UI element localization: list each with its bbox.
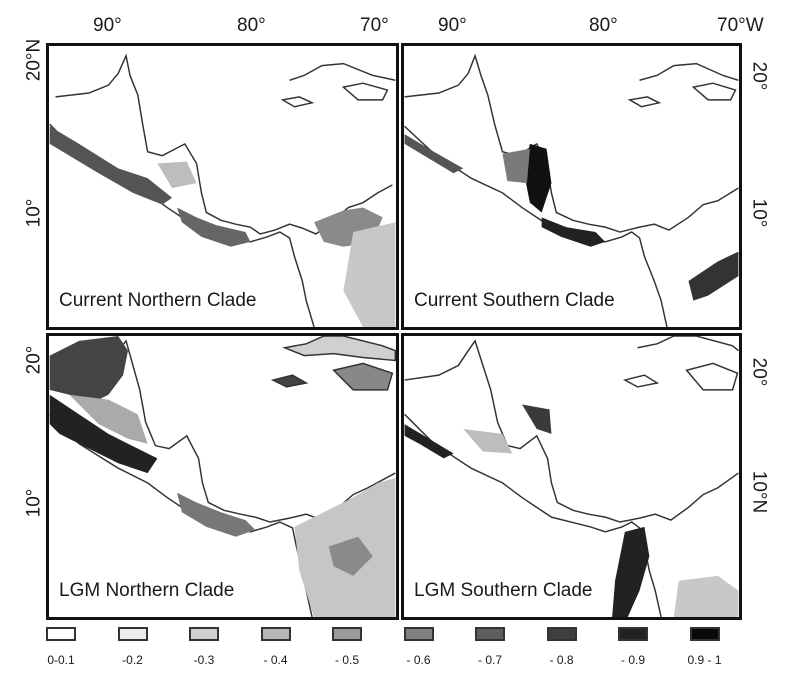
suitability-colombia-coast: [612, 526, 650, 617]
suitability-colombia-interior: [343, 222, 396, 327]
lon-label-70-left: 70°: [360, 15, 389, 36]
legend-swatch: [475, 627, 505, 641]
suitability-pacific-strip: [404, 424, 454, 459]
legend-swatch: [546, 627, 577, 641]
island-jamaica: [627, 96, 662, 108]
island-hispaniola: [341, 82, 389, 101]
suitability-guatemala: [502, 148, 530, 184]
legend-swatch: [46, 627, 76, 641]
island-jamaica: [280, 96, 315, 108]
lat-label-20-top-right: 20°: [748, 61, 770, 91]
panel-title: Current Southern Clade: [411, 290, 618, 313]
legend-swatch: [189, 627, 219, 641]
coastline: [404, 339, 739, 523]
suitability-highlands: [463, 429, 513, 454]
coastline: [55, 53, 393, 235]
legend-label: - 0.8: [549, 653, 574, 667]
legend: 0-0.1 -0.2 -0.3 - 0.4 - 0.5 - 0.6 - 0.7 - 0.8 - …: [0, 625, 785, 680]
island-hispaniola: [691, 82, 737, 101]
legend-swatch: [332, 627, 362, 641]
lat-label-20n-top-left: 20°N: [23, 38, 45, 82]
legend-label: 0.9 - 1: [687, 653, 722, 667]
legend-label: - 0.7: [477, 653, 502, 667]
suitability-honduras-highlands: [524, 143, 552, 213]
island-cuba: [639, 62, 739, 81]
island-cuba: [637, 336, 739, 352]
legend-label: -0.3: [193, 653, 215, 667]
legend-swatch: [117, 627, 148, 641]
legend-label: -0.2: [122, 653, 143, 667]
map-panel-lgm-northern: LGM Northern Clade: [46, 333, 399, 620]
panel-title: Current Northern Clade: [56, 290, 260, 313]
lat-label-10n-bottom-right: 10°N: [748, 470, 770, 514]
legend-swatch: [260, 627, 291, 641]
island-cuba: [289, 62, 396, 81]
panel-title: LGM Northern Clade: [56, 580, 238, 603]
suitability-south-interior: [673, 575, 739, 617]
legend-label: - 0.9: [620, 653, 645, 667]
lat-label-20-bottom-left: 20°: [23, 345, 45, 375]
legend-label: - 0.6: [406, 653, 431, 667]
suitability-andes: [688, 251, 739, 301]
legend-swatch: [689, 627, 720, 641]
lon-label-90-left: 90°: [93, 15, 122, 36]
island-cuba: [282, 336, 396, 362]
island-jamaica: [622, 374, 660, 388]
lon-label-70w-right: 70°W: [717, 15, 764, 36]
legend-swatch: [403, 627, 434, 641]
map-current-southern: [404, 53, 739, 327]
map-panel-lgm-southern: LGM Southern Clade: [401, 333, 742, 620]
panel-title: LGM Southern Clade: [411, 580, 596, 603]
suitability-inland: [69, 394, 148, 444]
suitability-pacific-strip: [404, 134, 464, 174]
legend-swatch: [618, 627, 648, 641]
legend-label: - 0.5: [334, 653, 359, 667]
map-current-northern: [49, 53, 396, 327]
suitability-yucatan-mexico: [49, 336, 129, 405]
legend-label: 0-0.1: [47, 653, 75, 667]
lat-label-10-top-right: 10°: [748, 198, 770, 228]
island-hispaniola: [685, 362, 739, 391]
lon-label-80-right: 80°: [589, 15, 618, 36]
suitability-panama: [176, 207, 251, 247]
suitability-honduras: [522, 404, 552, 434]
suitability-pacific-coast: [49, 126, 173, 205]
suitability-pacific-coast: [49, 394, 158, 474]
suitability-south-america-core: [328, 536, 373, 576]
lon-label-90-right: 90°: [438, 15, 467, 36]
lon-label-80-left: 80°: [237, 15, 266, 36]
map-panel-current-northern: Current Northern Clade: [46, 43, 399, 330]
map-lgm-southern: [404, 336, 739, 617]
lat-label-10-top-left: 10°: [23, 198, 45, 228]
suitability-costa-rica: [541, 217, 606, 247]
lat-label-20-bottom-right: 20°: [748, 357, 770, 387]
map-panel-current-southern: Current Southern Clade: [401, 43, 742, 330]
island-jamaica: [270, 374, 309, 388]
coastline: [404, 53, 739, 233]
suitability-panama: [176, 492, 256, 537]
legend-label: - 0.4: [263, 653, 288, 667]
lat-label-10-bottom-left: 10°: [23, 488, 45, 518]
map-lgm-northern: [49, 336, 396, 617]
suitability-highlands: [157, 161, 197, 188]
island-hispaniola: [332, 362, 394, 391]
